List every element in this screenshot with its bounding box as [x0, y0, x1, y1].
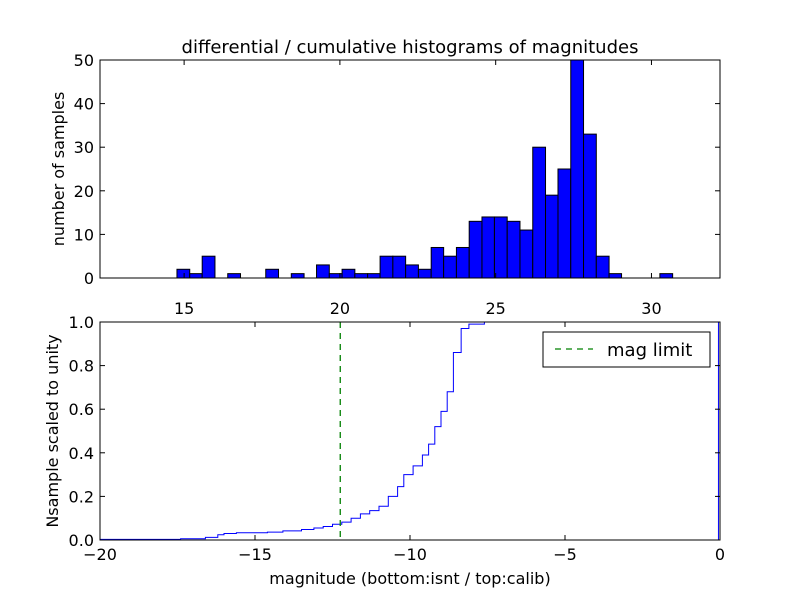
bottom-y-tick-label: 0.2: [69, 487, 94, 506]
bottom-x-tick-label: −5: [553, 545, 577, 564]
histogram-bar: [392, 255, 407, 279]
top-histogram-panel: differential / cumulative histograms of …: [49, 37, 721, 318]
histogram-bar: [570, 59, 585, 279]
top-axes-frame: [99, 59, 721, 279]
cumulative-line: [100, 321, 719, 540]
histogram-bar: [227, 273, 242, 279]
bottom-x-axis-label: magnitude (bottom:isnt / top:calib): [269, 569, 550, 588]
histogram-bar: [455, 246, 470, 279]
bottom-cumulative-panel: 0.0 0.2 0.4 0.6 0.8 1.0 −20 −15 −10 −5 0 magnitude…: [43, 313, 725, 588]
histogram-bar: [430, 246, 445, 279]
histogram-bar: [176, 268, 191, 279]
top-x-tick-label: 20: [330, 299, 350, 318]
histogram-bar: [405, 264, 419, 279]
histogram-bar: [557, 168, 572, 279]
top-axis-ticks: 0 10 20 30 40 50 15 20 25 30: [74, 51, 720, 318]
top-y-tick-label: 10: [74, 225, 94, 244]
histogram-bar: [481, 216, 495, 279]
chart-title: differential / cumulative histograms of …: [182, 37, 639, 58]
histogram-bar: [468, 220, 483, 279]
bottom-y-axis-label: Nsample scaled to unity: [43, 334, 62, 527]
top-y-tick-label: 40: [74, 95, 94, 114]
histogram-bar: [519, 229, 534, 279]
top-y-tick-label: 30: [74, 138, 94, 157]
histogram-bar: [545, 194, 559, 279]
bottom-y-tick-label: 1.0: [69, 313, 94, 332]
histogram-bar: [417, 268, 432, 279]
histogram-bar: [443, 255, 457, 279]
legend: mag limit: [542, 331, 711, 368]
histogram-bar: [316, 264, 330, 279]
histogram-bar: [379, 255, 394, 279]
histogram-bar: [659, 273, 674, 279]
bottom-y-tick-label: 0.8: [69, 357, 94, 376]
bottom-y-tick-label: 0.6: [69, 400, 94, 419]
top-x-tick-label: 25: [485, 299, 505, 318]
bottom-x-tick-label: −20: [83, 545, 117, 564]
histogram-bar: [189, 273, 203, 279]
histogram-bar: [341, 268, 356, 279]
top-x-tick-label: 30: [641, 299, 661, 318]
histogram-bar: [265, 268, 280, 279]
bottom-y-tick-label: 0.0: [69, 531, 94, 550]
histogram-bar: [506, 220, 521, 279]
bottom-y-tick-label: 0.4: [69, 444, 94, 463]
top-y-tick-label: 50: [74, 51, 94, 70]
histogram-bar: [532, 146, 547, 279]
top-x-tick-label: 15: [174, 299, 194, 318]
top-y-tick-label: 0: [84, 269, 94, 288]
bottom-x-tick-label: 0: [715, 545, 725, 564]
histogram-bar: [201, 255, 216, 279]
bottom-x-tick-label: −10: [393, 545, 427, 564]
histogram-bar: [608, 273, 623, 279]
top-y-tick-label: 20: [74, 182, 94, 201]
histogram-bar: [493, 216, 508, 279]
legend-entry-mag-limit: mag limit: [607, 340, 692, 361]
histogram-bar: [583, 133, 597, 279]
histogram-bar: [354, 273, 369, 279]
bottom-axes-frame: [99, 321, 721, 541]
histogram-bar: [290, 273, 305, 279]
histogram-bar: [595, 255, 610, 279]
top-y-axis-label: number of samples: [49, 92, 68, 247]
bottom-x-tick-label: −15: [238, 545, 272, 564]
histogram-bar: [367, 273, 381, 279]
